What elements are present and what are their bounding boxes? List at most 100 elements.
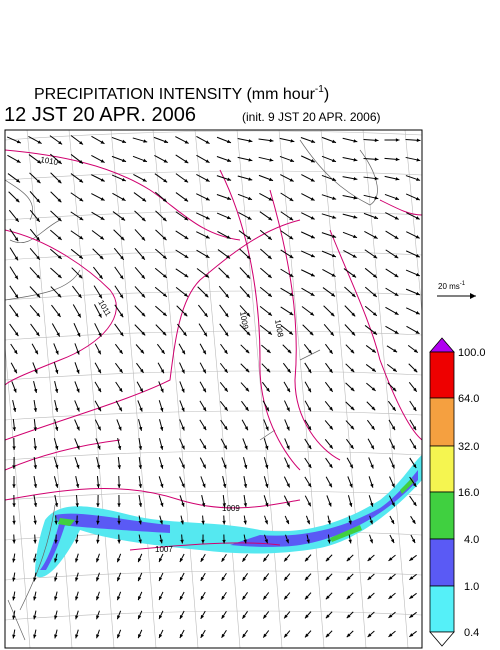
wind-arrow-head (160, 388, 164, 393)
wind-arrow-head (285, 520, 289, 525)
wind-arrow-head (374, 196, 379, 200)
wind-arrow-head (16, 159, 21, 163)
wind-arrow-head (117, 596, 121, 601)
pressure-contours (5, 149, 422, 551)
wind-arrow-head (372, 312, 377, 316)
wind-arrow-head (221, 595, 225, 600)
wind-arrow-head (415, 291, 420, 296)
wind-arrow-head (117, 615, 121, 620)
wind-arrow-head (96, 520, 100, 525)
wind-arrow-head (388, 576, 393, 580)
wind-arrow-head (349, 483, 353, 488)
wind-arrow-head (392, 387, 397, 392)
wind-arrow-head (328, 483, 332, 488)
wind-arrow-head (351, 293, 356, 298)
wind-arrow-head (181, 483, 185, 488)
wind-arrow-head (310, 292, 315, 296)
wind-arrow-head (54, 520, 58, 525)
wind-arrow-head (415, 197, 420, 201)
wind-arrow-head (348, 502, 353, 507)
wind-arrow-head (372, 293, 377, 297)
parallel (5, 410, 422, 421)
contour-label: 1009 (238, 311, 250, 331)
wind-arrow-head (388, 595, 393, 599)
wind-arrow-head (394, 254, 399, 259)
wind-arrow-head (223, 349, 228, 354)
wind-arrow-head (247, 216, 252, 220)
wind-arrow-head (33, 615, 37, 620)
wind-arrow-head (325, 557, 330, 562)
wind-arrow-head (159, 426, 164, 431)
wind-arrow-head (15, 198, 20, 203)
parallel (5, 570, 422, 581)
wind-arrow-head (33, 408, 38, 412)
wind-arrow-head (57, 236, 62, 240)
wind-arrow-head (286, 483, 290, 488)
wind-arrow-head (55, 464, 59, 469)
wind-arrow-head (184, 197, 189, 202)
wind-arrow-head (412, 426, 417, 431)
wind-arrow-head (329, 444, 333, 449)
wind-arrow-head (96, 503, 100, 507)
wind-arrow-head (54, 577, 58, 582)
wind-arrow-head (120, 236, 125, 241)
wind-arrow-head (289, 311, 294, 316)
wind-arrow-head (119, 368, 123, 373)
precip-blue (40, 470, 418, 570)
wind-arrow-head (77, 313, 81, 318)
wind-arrow-head (117, 503, 121, 507)
wind-arrow-head (390, 538, 395, 543)
wind-arrow-head (119, 275, 124, 280)
wind-arrow-head (37, 159, 42, 164)
wind-arrow-head (76, 350, 80, 355)
wind-arrow-head (14, 294, 19, 299)
wind-arrow-head (34, 350, 38, 355)
wind-arrow-head (163, 178, 168, 183)
wind-arrow-head (138, 426, 143, 431)
wind-arrow-head (391, 426, 396, 431)
wind-arrow-head (265, 445, 269, 450)
wind-arrow-head (162, 274, 167, 278)
contour-label: 1007 (155, 545, 173, 554)
wind-arrow-head (266, 349, 271, 353)
wind-arrow-head (286, 407, 290, 412)
wind-arrow-head (353, 215, 358, 219)
wind-arrow-head (162, 293, 167, 297)
wind-arrow-head (121, 177, 126, 182)
wind-arrow-head (205, 197, 210, 201)
wind-arrow-head (138, 634, 142, 639)
wind-arrow-head (12, 427, 16, 431)
wind-arrow-head (307, 464, 312, 469)
wind-arrow-head (12, 520, 16, 525)
title-close: ) (324, 86, 329, 103)
colorbar-over (429, 337, 455, 353)
wind-arrow-head (391, 483, 395, 488)
colorbar-bin (429, 538, 455, 587)
wind-arrow-head (305, 614, 309, 619)
wind-arrow-head (409, 576, 414, 580)
wind-arrow-head (223, 425, 228, 430)
wind-arrow-head (14, 332, 19, 337)
wind-arrow-head (227, 196, 232, 200)
wind-arrow-head (289, 197, 294, 201)
wind-arrow-head (244, 426, 248, 431)
wind-arrow-head (351, 312, 356, 317)
lat-lon-grid (5, 130, 422, 648)
wind-arrow-head (224, 387, 228, 392)
contour-labels: 1010 1011 1009 1008 1009 1007 (40, 155, 285, 554)
wind-arrow-head (100, 140, 105, 144)
wind-arrow-head (392, 368, 397, 372)
wind-arrow-head (12, 503, 16, 507)
wind-arrow-head (331, 292, 336, 297)
wind-arrow-head (96, 577, 100, 582)
wind-arrow-head (284, 576, 288, 581)
wind-arrow-head (242, 614, 246, 619)
wind-arrow-head (242, 576, 246, 581)
wind-arrow-head (306, 539, 310, 544)
wind-arrow-head (37, 140, 42, 144)
wind-arrow-head (75, 483, 80, 488)
wind-arrow-head (415, 330, 420, 334)
wind-arrow-head (415, 254, 420, 258)
wind-arrow-head (159, 464, 164, 469)
meridian (194, 130, 241, 648)
